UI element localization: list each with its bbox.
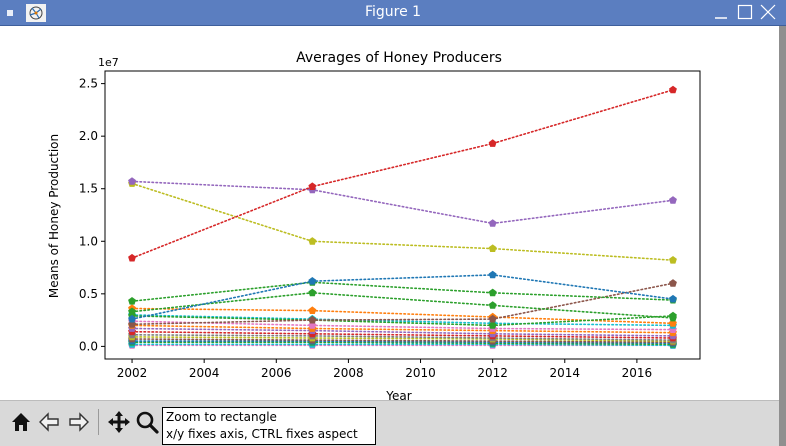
y-tick-label: 0.0 bbox=[79, 339, 98, 353]
tooltip-line-2: x/y fixes axis, CTRL fixes aspect bbox=[166, 427, 358, 441]
series-line bbox=[131, 333, 674, 341]
data-point bbox=[308, 237, 317, 245]
home-button[interactable] bbox=[8, 409, 34, 435]
x-tick-label: 2016 bbox=[622, 366, 653, 380]
pan-button[interactable] bbox=[106, 409, 132, 435]
series-line bbox=[131, 338, 674, 344]
data-point bbox=[669, 196, 677, 204]
series-line bbox=[131, 320, 674, 331]
data-point bbox=[128, 177, 136, 185]
move-icon bbox=[108, 411, 130, 433]
matplotlib-logo-icon bbox=[26, 4, 46, 22]
x-tick-label: 2014 bbox=[549, 366, 580, 380]
data-point bbox=[669, 294, 677, 303]
data-point bbox=[669, 313, 677, 322]
y-tick-label: 1.0 bbox=[79, 234, 98, 248]
series-line bbox=[131, 315, 674, 327]
data-point bbox=[128, 314, 136, 323]
data-point bbox=[488, 270, 497, 279]
series-line bbox=[131, 343, 674, 347]
data-point bbox=[669, 85, 677, 94]
chart: Averages of Honey Producers 1e7 Means of… bbox=[47, 50, 701, 403]
y-tick-label: 2.0 bbox=[79, 129, 98, 143]
series-line bbox=[131, 282, 674, 326]
x-tick-label: 2004 bbox=[189, 366, 220, 380]
data-point bbox=[488, 321, 497, 329]
chart-title: Averages of Honey Producers bbox=[296, 50, 502, 66]
series-line bbox=[131, 89, 674, 259]
axes-frame bbox=[104, 70, 701, 360]
left-arrow-icon bbox=[39, 412, 59, 432]
data-point bbox=[308, 288, 317, 297]
magnifier-icon bbox=[136, 411, 159, 434]
series-line bbox=[131, 180, 674, 225]
data-point bbox=[128, 253, 136, 262]
x-tick-label: 2002 bbox=[117, 366, 148, 380]
series-line bbox=[131, 324, 674, 334]
series-line bbox=[131, 274, 674, 320]
series-line bbox=[131, 281, 674, 303]
y-axis-label: Means of Honey Production bbox=[47, 134, 61, 298]
series-line bbox=[131, 182, 674, 262]
x-axis-label: Year bbox=[385, 389, 411, 400]
series-line bbox=[131, 341, 674, 346]
x-tick-label: 2006 bbox=[261, 366, 292, 380]
series-line bbox=[131, 330, 674, 339]
data-point bbox=[488, 219, 497, 227]
minimize-icon[interactable] bbox=[712, 3, 730, 21]
y-tick-label: 1.5 bbox=[79, 182, 98, 196]
window-border bbox=[779, 26, 786, 446]
data-point bbox=[128, 307, 136, 316]
data-point bbox=[488, 139, 497, 147]
window-menu-icon[interactable] bbox=[7, 10, 13, 16]
navigation-toolbar bbox=[0, 400, 779, 446]
back-button[interactable] bbox=[36, 409, 62, 435]
plot-layer: 2002 2004 2006 2008 2010 2012 2014 2016 0.0 0.5 1.… bbox=[79, 77, 677, 380]
x-tick-label: 2010 bbox=[405, 366, 436, 380]
data-point bbox=[669, 256, 677, 264]
close-icon[interactable] bbox=[759, 3, 777, 21]
series-line bbox=[131, 307, 674, 325]
data-point bbox=[488, 314, 497, 323]
data-point bbox=[488, 288, 497, 297]
x-tick-label: 2008 bbox=[333, 366, 364, 380]
data-point bbox=[488, 244, 497, 252]
series-line bbox=[131, 336, 674, 342]
data-point bbox=[488, 301, 497, 309]
home-icon bbox=[12, 413, 30, 431]
data-point bbox=[669, 279, 677, 287]
forward-button[interactable] bbox=[66, 409, 92, 435]
data-point bbox=[308, 277, 317, 285]
y-tick-label: 0.5 bbox=[79, 287, 98, 301]
data-point bbox=[308, 315, 317, 324]
data-point bbox=[128, 297, 136, 305]
series-line bbox=[131, 327, 674, 337]
toolbar-separator bbox=[98, 409, 99, 435]
maximize-icon[interactable] bbox=[736, 3, 754, 21]
y-tick-label: 2.5 bbox=[79, 77, 98, 91]
figure-canvas[interactable]: Averages of Honey Producers 1e7 Means of… bbox=[0, 26, 779, 403]
series-line bbox=[131, 314, 674, 327]
series-line bbox=[131, 340, 674, 345]
x-tick-label: 2012 bbox=[477, 366, 508, 380]
zoom-tooltip: Zoom to rectangle x/y fixes axis, CTRL f… bbox=[162, 407, 376, 445]
y-offset-label: 1e7 bbox=[98, 56, 119, 69]
data-point bbox=[308, 306, 317, 314]
zoom-button[interactable] bbox=[134, 409, 160, 435]
window-title: Figure 1 bbox=[364, 4, 422, 20]
data-point bbox=[308, 182, 317, 190]
series-line bbox=[131, 291, 674, 319]
right-arrow-icon bbox=[69, 412, 89, 432]
tooltip-line-1: Zoom to rectangle bbox=[166, 410, 277, 424]
window-titlebar: Figure 1 bbox=[0, 0, 786, 26]
